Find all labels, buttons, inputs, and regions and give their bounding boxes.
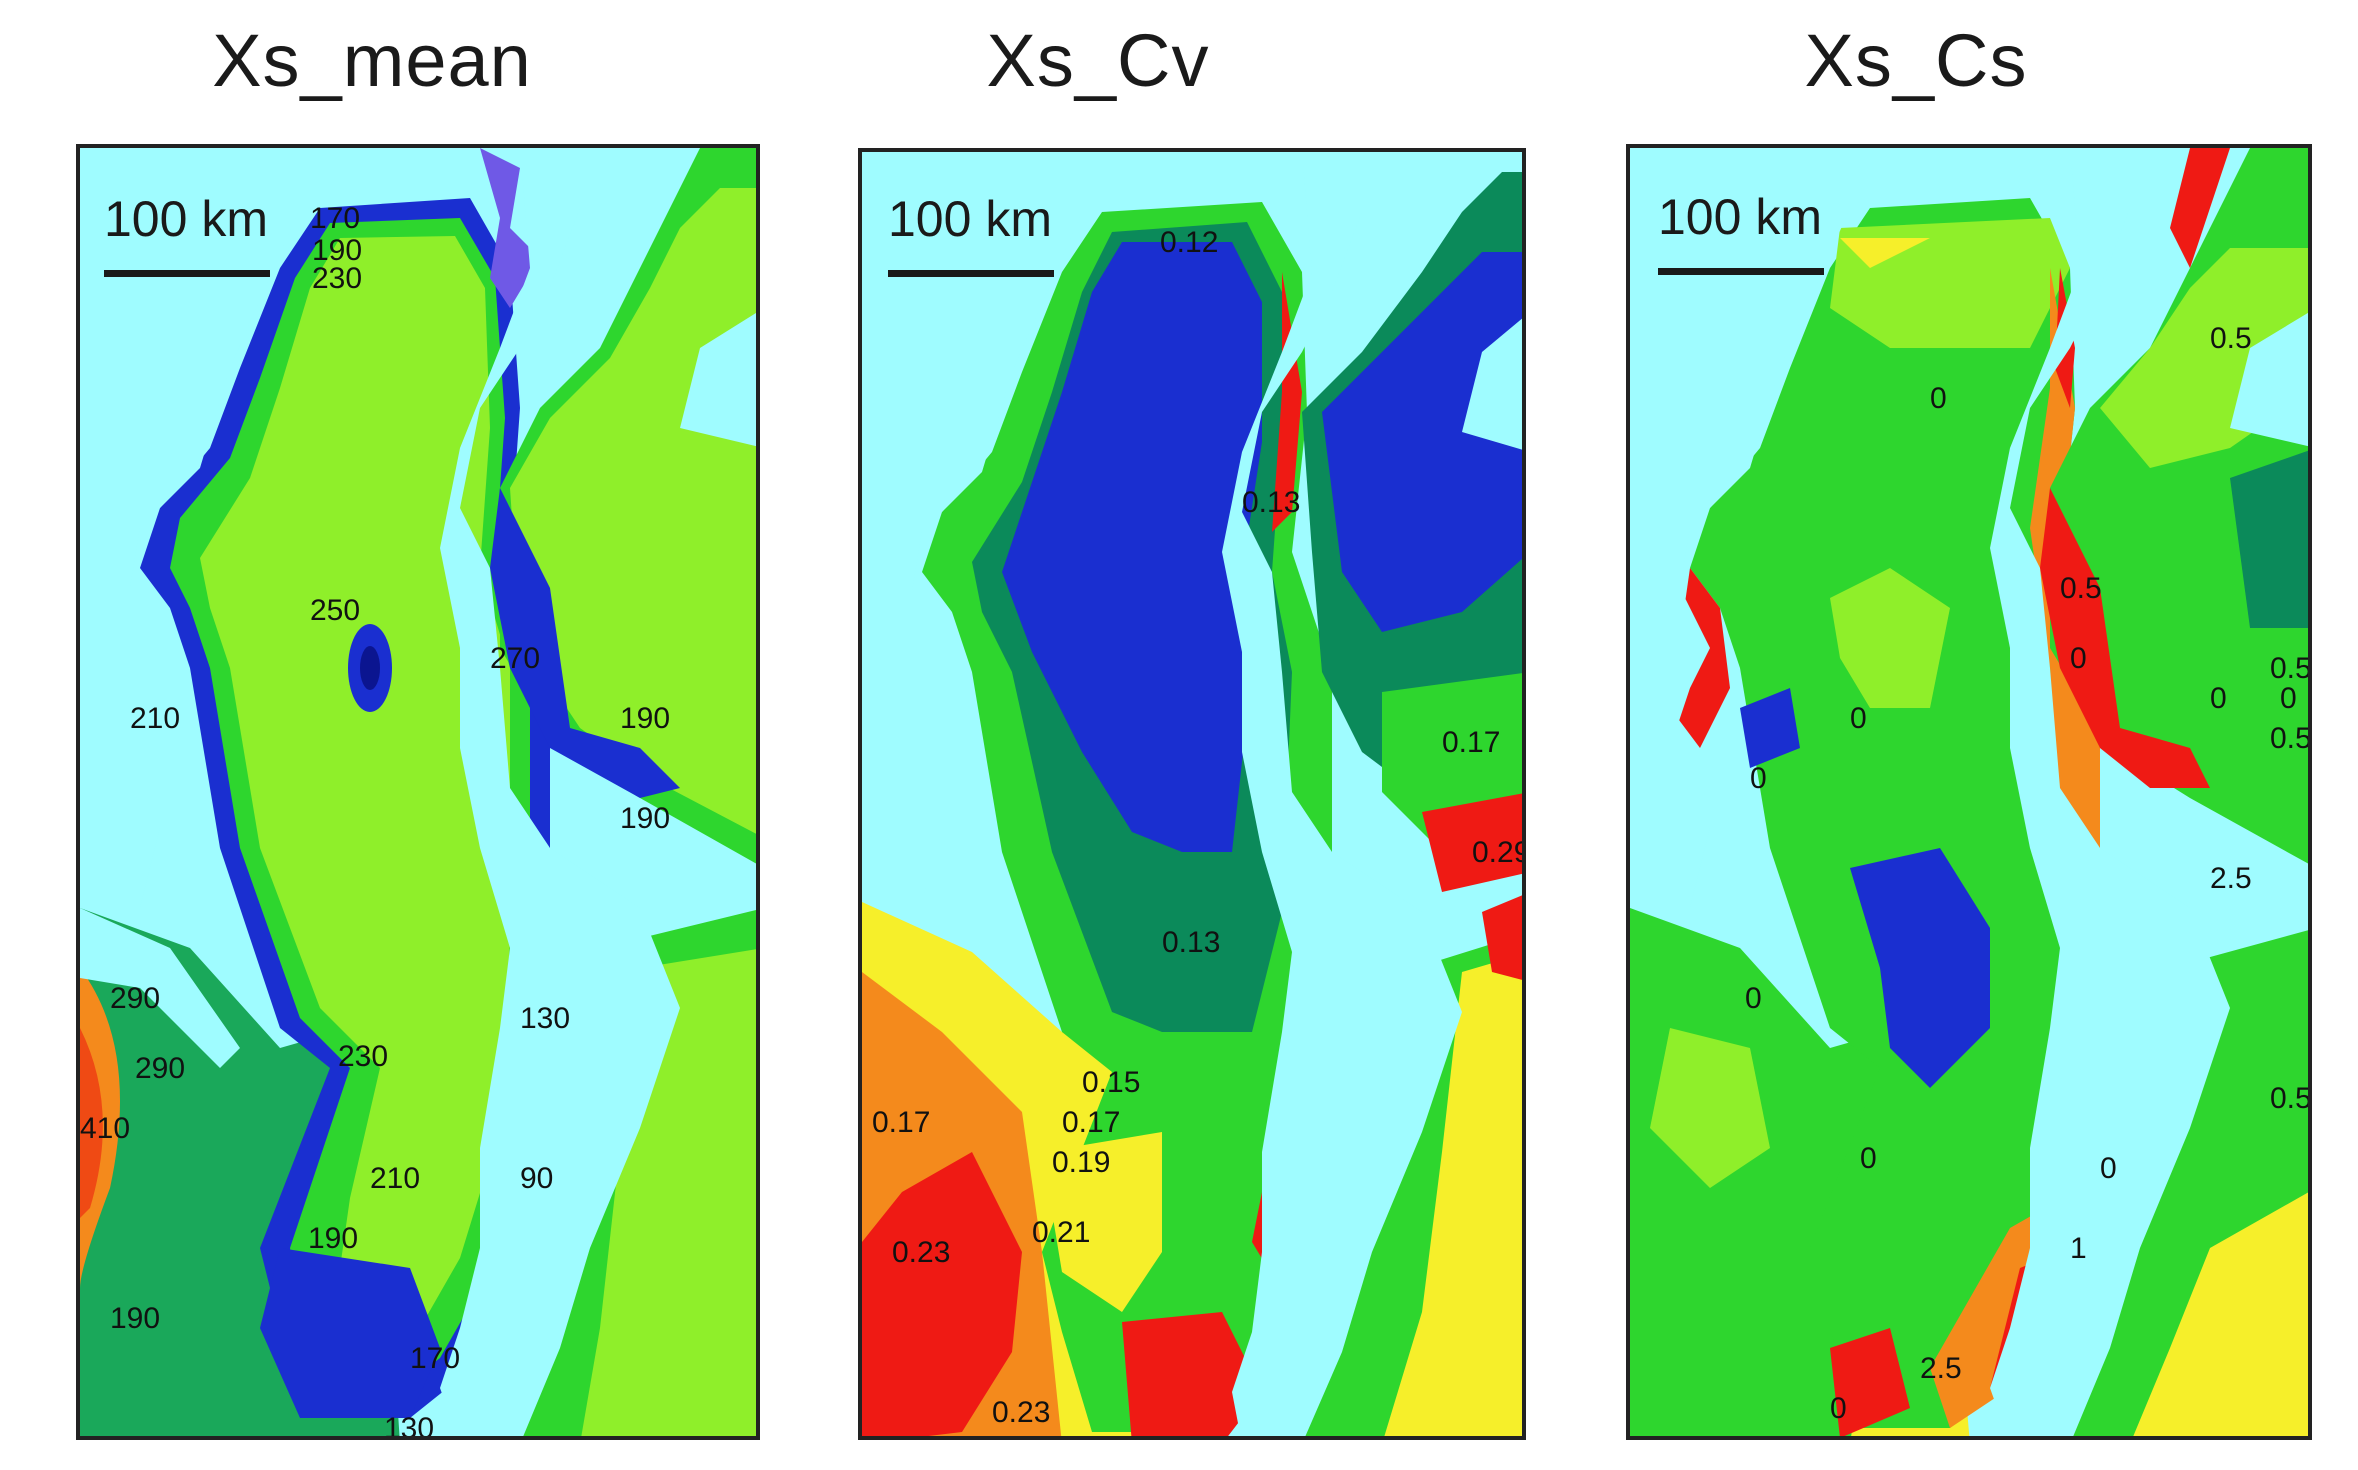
contour-label: 0.13 (1162, 926, 1220, 959)
scale-bar (104, 270, 270, 277)
contour-label: 0.12 (1160, 226, 1218, 259)
contour-label: 0.23 (992, 1396, 1050, 1429)
contour-label: 170 (310, 202, 360, 235)
contour-label: 0.5 (2270, 652, 2312, 685)
contour-label: 0.17 (1442, 726, 1500, 759)
scale-bar (888, 270, 1054, 277)
scale-bar-label: 100 km (104, 191, 268, 247)
contour-label: 0 (1850, 702, 1867, 735)
contour-label: 0 (1745, 982, 1762, 1015)
contour-label: 190 (620, 802, 670, 835)
map-xs-cv-graphic: 0.12 0.13 0.13 0.15 0.17 0.19 0.21 0.23 … (862, 152, 1526, 1436)
contour-label: 230 (312, 262, 362, 295)
panel-title-xs-cv: Xs_Cv (986, 19, 1210, 102)
contour-label: 0.17 (1062, 1106, 1120, 1139)
contour-label: 230 (338, 1040, 388, 1073)
contour-label: 0 (2210, 682, 2227, 715)
contour-label: 0 (1930, 382, 1947, 415)
contour-label: 0 (1830, 1392, 1847, 1425)
contour-label: 0.5 (2270, 722, 2312, 755)
contour-label: 190 (308, 1222, 358, 1255)
contour-label: 290 (135, 1052, 185, 1085)
contour-label: 0.5 (2210, 322, 2252, 355)
panel-title-xs-mean: Xs_mean (212, 19, 532, 102)
map-xs-mean-graphic: 170 190 230 250 230 210 190 170 130 290 … (80, 148, 756, 1440)
panel-title-xs-cs: Xs_Cs (1804, 19, 2028, 102)
contour-label: 0 (2070, 642, 2087, 675)
contour-label: 0 (2280, 682, 2297, 715)
contour-label: 130 (520, 1002, 570, 1035)
contour-label: 0.17 (872, 1106, 930, 1139)
map-xs-mean: 170 190 230 250 230 210 190 170 130 290 … (76, 144, 760, 1440)
contour-label: 0.29 (1472, 836, 1526, 869)
contour-label: 190 (620, 702, 670, 735)
contour-label: 270 (490, 642, 540, 675)
contour-label: 0.19 (1052, 1146, 1110, 1179)
contour-label: 2.5 (2210, 862, 2252, 895)
contour-label: 0.15 (1082, 1066, 1140, 1099)
contour-label: 90 (520, 1162, 553, 1195)
contour-label: 210 (130, 702, 180, 735)
contour-label: 410 (80, 1112, 130, 1145)
map-xs-cs: 0 0 0 0 0 0 0.5 0 0 0.5 0.5 0 1 2.5 0 0.… (1626, 144, 2312, 1440)
contour-label: 250 (310, 594, 360, 627)
scale-bar (1658, 268, 1824, 275)
map-xs-cs-graphic: 0 0 0 0 0 0 0.5 0 0 0.5 0.5 0 1 2.5 0 0.… (1630, 148, 2312, 1436)
map-xs-cv: 0.12 0.13 0.13 0.15 0.17 0.19 0.21 0.23 … (858, 148, 1526, 1440)
contour-label: 290 (110, 982, 160, 1015)
contour-label: 0 (1860, 1142, 1877, 1175)
contour-label: 0 (2100, 1152, 2117, 1185)
contour-label: 0 (1750, 762, 1767, 795)
contour-label: 190 (110, 1302, 160, 1335)
contour-label: 0.13 (1242, 486, 1300, 519)
contour-label: 190 (312, 234, 362, 267)
contour-label: 0.21 (1032, 1216, 1090, 1249)
scale-bar-label: 100 km (1658, 189, 1822, 245)
contour-label: 210 (370, 1162, 420, 1195)
contour-label: 1 (2070, 1232, 2087, 1265)
contour-label: 2.5 (1920, 1352, 1962, 1385)
contour-label: 170 (410, 1342, 460, 1375)
contour-label: 0.23 (892, 1236, 950, 1269)
contour-label: 0.5 (2060, 572, 2102, 605)
contour-label: 130 (384, 1412, 434, 1440)
scale-bar-label: 100 km (888, 191, 1052, 247)
contour-label: 0.5 (2270, 1082, 2312, 1115)
